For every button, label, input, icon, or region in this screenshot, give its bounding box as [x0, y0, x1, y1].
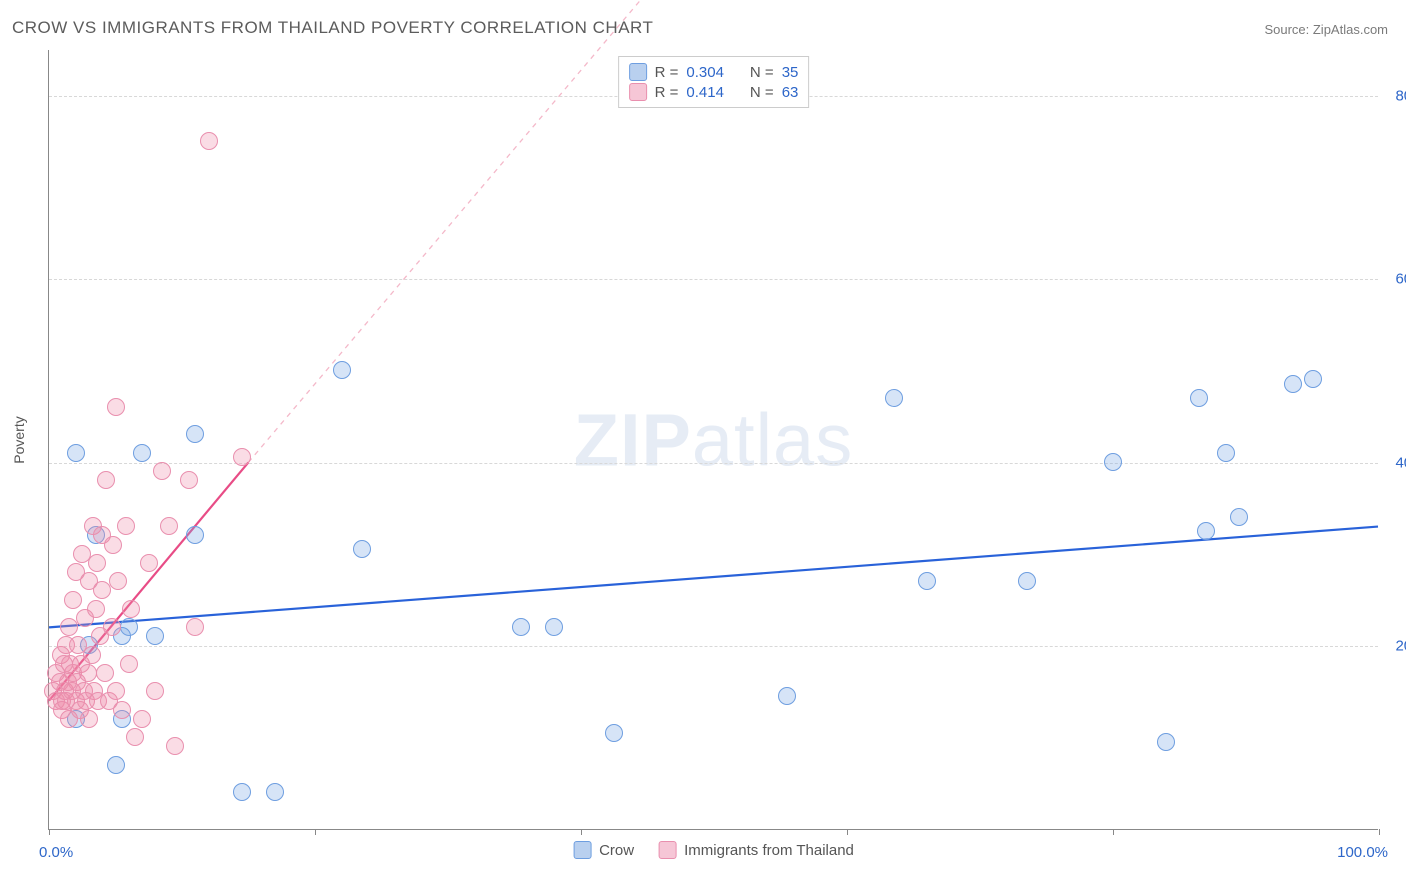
y-axis-label: Poverty	[11, 416, 27, 463]
legend-swatch	[629, 83, 647, 101]
data-point	[1230, 508, 1248, 526]
data-point	[166, 737, 184, 755]
scatter-plot: ZIPatlas R =0.304N =35R =0.414N =63 Pove…	[48, 50, 1378, 830]
x-tick	[847, 829, 848, 835]
data-point	[1190, 389, 1208, 407]
stat-r-value: 0.304	[686, 64, 724, 81]
data-point	[120, 655, 138, 673]
data-point	[186, 425, 204, 443]
x-axis-min: 0.0%	[39, 844, 73, 861]
data-point	[353, 540, 371, 558]
stat-n-label: N =	[750, 64, 774, 81]
watermark-rest: atlas	[692, 398, 853, 481]
data-point	[109, 572, 127, 590]
data-point	[545, 618, 563, 636]
legend-label: Immigrants from Thailand	[684, 842, 854, 859]
data-point	[126, 728, 144, 746]
stat-r-label: R =	[655, 84, 679, 101]
data-point	[107, 398, 125, 416]
legend-series: Crow Immigrants from Thailand	[573, 841, 854, 859]
data-point	[153, 462, 171, 480]
data-point	[200, 132, 218, 150]
regression-line	[49, 527, 1378, 628]
data-point	[186, 526, 204, 544]
watermark-bold: ZIP	[574, 398, 692, 481]
legend-swatch	[573, 841, 591, 859]
data-point	[1217, 444, 1235, 462]
legend-stat-row: R = 0.414 N = 63	[629, 83, 799, 101]
data-point	[87, 600, 105, 618]
data-point	[1104, 453, 1122, 471]
legend-correlation: R = 0.304 N = 35 R = 0.414 N = 63	[618, 56, 810, 108]
data-point	[93, 581, 111, 599]
stat-n-value: 35	[782, 64, 799, 81]
x-tick	[1113, 829, 1114, 835]
stat-r-value: 0.414	[686, 84, 724, 101]
data-point	[1197, 522, 1215, 540]
data-point	[104, 536, 122, 554]
x-axis-max: 100.0%	[1337, 844, 1388, 861]
legend-stat-row: R = 0.304 N = 35	[629, 63, 799, 81]
data-point	[918, 572, 936, 590]
data-point	[64, 591, 82, 609]
watermark: ZIPatlas	[574, 397, 853, 482]
data-point	[146, 682, 164, 700]
source-label: Source: ZipAtlas.com	[1264, 22, 1388, 37]
data-point	[233, 448, 251, 466]
data-point	[180, 471, 198, 489]
data-point	[605, 724, 623, 742]
data-point	[107, 756, 125, 774]
data-point	[83, 646, 101, 664]
data-point	[186, 618, 204, 636]
data-point	[88, 554, 106, 572]
y-tick-label: 80.0%	[1383, 87, 1406, 104]
data-point	[1284, 375, 1302, 393]
regression-extension	[248, 0, 660, 462]
legend-item: Crow	[573, 841, 634, 859]
data-point	[885, 389, 903, 407]
x-tick	[315, 829, 316, 835]
data-point	[122, 600, 140, 618]
data-point	[1304, 370, 1322, 388]
y-tick-label: 40.0%	[1383, 454, 1406, 471]
data-point	[333, 361, 351, 379]
data-point	[233, 783, 251, 801]
data-point	[160, 517, 178, 535]
regression-lines	[49, 50, 1378, 829]
stat-n-value: 63	[782, 84, 799, 101]
stat-n-label: N =	[750, 84, 774, 101]
data-point	[67, 444, 85, 462]
x-tick	[49, 829, 50, 835]
data-point	[133, 710, 151, 728]
data-point	[140, 554, 158, 572]
gridline	[49, 279, 1378, 280]
data-point	[103, 618, 121, 636]
data-point	[266, 783, 284, 801]
legend-item: Immigrants from Thailand	[658, 841, 854, 859]
data-point	[512, 618, 530, 636]
stat-r-label: R =	[655, 64, 679, 81]
data-point	[133, 444, 151, 462]
data-point	[117, 517, 135, 535]
data-point	[80, 710, 98, 728]
data-point	[146, 627, 164, 645]
y-tick-label: 60.0%	[1383, 271, 1406, 288]
data-point	[79, 664, 97, 682]
y-tick-label: 20.0%	[1383, 638, 1406, 655]
data-point	[97, 471, 115, 489]
data-point	[778, 687, 796, 705]
legend-label: Crow	[599, 842, 634, 859]
data-point	[113, 701, 131, 719]
gridline	[49, 646, 1378, 647]
legend-swatch	[629, 63, 647, 81]
data-point	[1157, 733, 1175, 751]
data-point	[96, 664, 114, 682]
legend-swatch	[658, 841, 676, 859]
x-tick	[1379, 829, 1380, 835]
data-point	[1018, 572, 1036, 590]
data-point	[60, 618, 78, 636]
data-point	[107, 682, 125, 700]
chart-title: CROW VS IMMIGRANTS FROM THAILAND POVERTY…	[12, 18, 653, 38]
x-tick	[581, 829, 582, 835]
